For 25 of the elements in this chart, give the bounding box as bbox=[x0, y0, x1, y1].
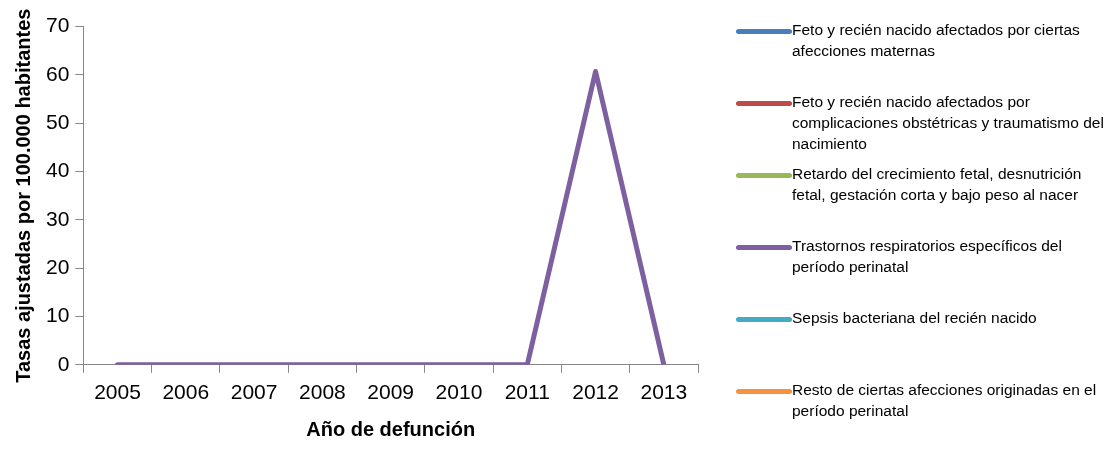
legend-label: Feto y recién nacido afectados por complicaciones obstétricas y traumatismo del nacimiento bbox=[792, 92, 1105, 154]
y-tick-label: 70 bbox=[46, 13, 70, 37]
x-tick-label: 2008 bbox=[299, 380, 346, 404]
x-tick-label: 2011 bbox=[504, 380, 550, 404]
x-tick-label: 2013 bbox=[640, 380, 688, 404]
y-tick-label: 40 bbox=[46, 158, 70, 182]
legend-label: Feto y recién nacido afectados por ciertas afecciones maternas bbox=[792, 20, 1081, 61]
x-axis-title: Año de defunción bbox=[306, 417, 476, 440]
x-tick-label: 2009 bbox=[367, 380, 415, 404]
x-tick-label: 2012 bbox=[572, 380, 619, 404]
legend-label: Trastornos respiratorios específicos del período perinatal bbox=[792, 236, 1063, 277]
legend-label: Sepsis bacteriana del recién nacido bbox=[792, 308, 1037, 328]
x-tick-label: 2010 bbox=[435, 380, 483, 404]
y-tick-label: 0 bbox=[57, 351, 70, 375]
y-tick-label: 60 bbox=[46, 61, 70, 85]
y-tick-label: 50 bbox=[46, 110, 70, 134]
y-tick-label: 30 bbox=[46, 206, 70, 230]
y-tick-label: 10 bbox=[46, 303, 70, 327]
x-tick-label: 2007 bbox=[230, 380, 278, 404]
legend-label: Retardo del crecimiento fetal, desnutrición fetal, gestación corta y bajo peso al nacer bbox=[792, 164, 1083, 205]
y-axis-title: Tasas ajustadas por 100.000 habitantes bbox=[11, 8, 34, 383]
y-tick-label: 20 bbox=[46, 254, 70, 278]
legend-label: Resto de ciertas afecciones originadas en el período perinatal bbox=[792, 380, 1098, 421]
x-tick-label: 2005 bbox=[94, 380, 141, 404]
x-tick-label: 2006 bbox=[162, 380, 210, 404]
